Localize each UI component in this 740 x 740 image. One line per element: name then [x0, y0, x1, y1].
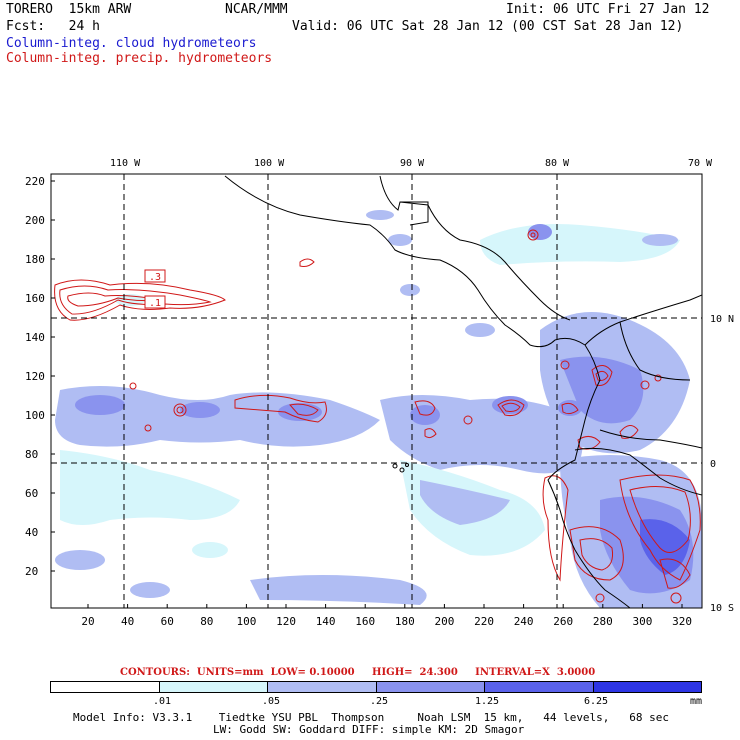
x-tick-label: 140 — [316, 615, 336, 628]
legend-label-4: 6.25 — [584, 696, 609, 707]
lon-label-70w: 70 W — [688, 158, 713, 169]
lon-label-90w: 90 W — [400, 158, 425, 169]
color-legend — [50, 681, 702, 693]
x-tick-label: 300 — [633, 615, 653, 628]
cloud-field-label: Column-integ. cloud hydrometeors — [6, 36, 257, 51]
x-tick-label: 220 — [474, 615, 494, 628]
x-axis-ticks: 20 40 60 80 100 120 140 160 180 200 220 240 260 280 30… — [81, 604, 692, 628]
legend-swatch-1 — [159, 682, 268, 692]
x-tick-label: 200 — [435, 615, 455, 628]
lon-label-100w: 100 W — [254, 158, 285, 169]
lon-label-110w: 110 W — [110, 158, 141, 169]
y-tick-label: 160 — [25, 292, 45, 305]
legend-swatch-3 — [376, 682, 485, 692]
precip-field-label: Column-integ. precip. hydrometeors — [6, 51, 273, 66]
y-tick-label: 20 — [25, 565, 38, 578]
model-info-line2: LW: Godd SW: Goddard DIFF: simple KM: 2D… — [213, 723, 525, 736]
plot-frame — [50, 173, 703, 609]
x-tick-label: 280 — [593, 615, 613, 628]
y-tick-label: 100 — [25, 409, 45, 422]
lon-labels: 110 W 100 W 90 W 80 W 70 W — [110, 158, 713, 169]
y-tick-label: 200 — [25, 214, 45, 227]
legend-label-2: .25 — [370, 696, 389, 707]
legend-label-1: .05 — [262, 696, 281, 707]
contour-label-03: .3 — [149, 272, 161, 283]
x-tick-label: 180 — [395, 615, 415, 628]
lat-labels: 10 N 0 10 S — [710, 314, 734, 614]
lat-label-10s: 10 S — [710, 603, 734, 614]
init-time: Init: 06 UTC Fri 27 Jan 12 — [506, 2, 710, 17]
y-tick-label: 60 — [25, 487, 38, 500]
legend-swatch-5 — [593, 682, 701, 692]
y-tick-label: 80 — [25, 448, 38, 461]
legend-swatch-2 — [268, 682, 377, 692]
contour-label-01: .1 — [149, 298, 161, 309]
valid-time: Valid: 06 UTC Sat 28 Jan 12 (00 CST Sat … — [292, 19, 684, 34]
y-tick-label: 180 — [25, 253, 45, 266]
x-tick-label: 160 — [355, 615, 375, 628]
legend-label-0: .01 — [153, 696, 172, 707]
legend-swatch-0 — [51, 682, 160, 692]
lat-label-10n: 10 N — [710, 314, 734, 325]
lon-label-80w: 80 W — [545, 158, 570, 169]
org-label: NCAR/MMM — [225, 2, 288, 17]
model-info-line1: Model Info: V3.3.1 Tiedtke YSU PBL Thomp… — [73, 711, 670, 724]
x-tick-label: 60 — [161, 615, 174, 628]
x-tick-label: 120 — [276, 615, 296, 628]
x-tick-label: 260 — [553, 615, 573, 628]
x-tick-label: 240 — [514, 615, 534, 628]
cloud-shading — [55, 210, 702, 608]
precip-contours — [54, 229, 701, 604]
y-tick-label: 220 — [25, 175, 45, 188]
y-tick-label: 40 — [25, 526, 38, 539]
x-tick-label: 100 — [237, 615, 257, 628]
model-title: TORERO 15km ARW — [6, 2, 132, 17]
contour-label-boxes — [144, 269, 166, 309]
y-axis-ticks: 220 200 180 160 140 120 100 80 60 40 20 — [25, 175, 55, 578]
legend-label-3: 1.25 — [475, 696, 500, 707]
y-tick-label: 140 — [25, 331, 45, 344]
x-tick-label: 40 — [121, 615, 134, 628]
x-tick-label: 20 — [81, 615, 94, 628]
coastlines — [224, 175, 702, 608]
x-tick-label: 80 — [200, 615, 213, 628]
legend-unit: mm — [690, 696, 703, 707]
latlon-grid — [51, 174, 702, 608]
lat-label-0: 0 — [710, 459, 716, 470]
y-tick-label: 120 — [25, 370, 45, 383]
x-tick-label: 320 — [672, 615, 692, 628]
contours-info: CONTOURS: UNITS=mm LOW= 0.10000 HIGH= 24… — [120, 667, 596, 678]
legend-swatch-4 — [485, 682, 594, 692]
forecast-hour: Fcst: 24 h — [6, 19, 100, 34]
